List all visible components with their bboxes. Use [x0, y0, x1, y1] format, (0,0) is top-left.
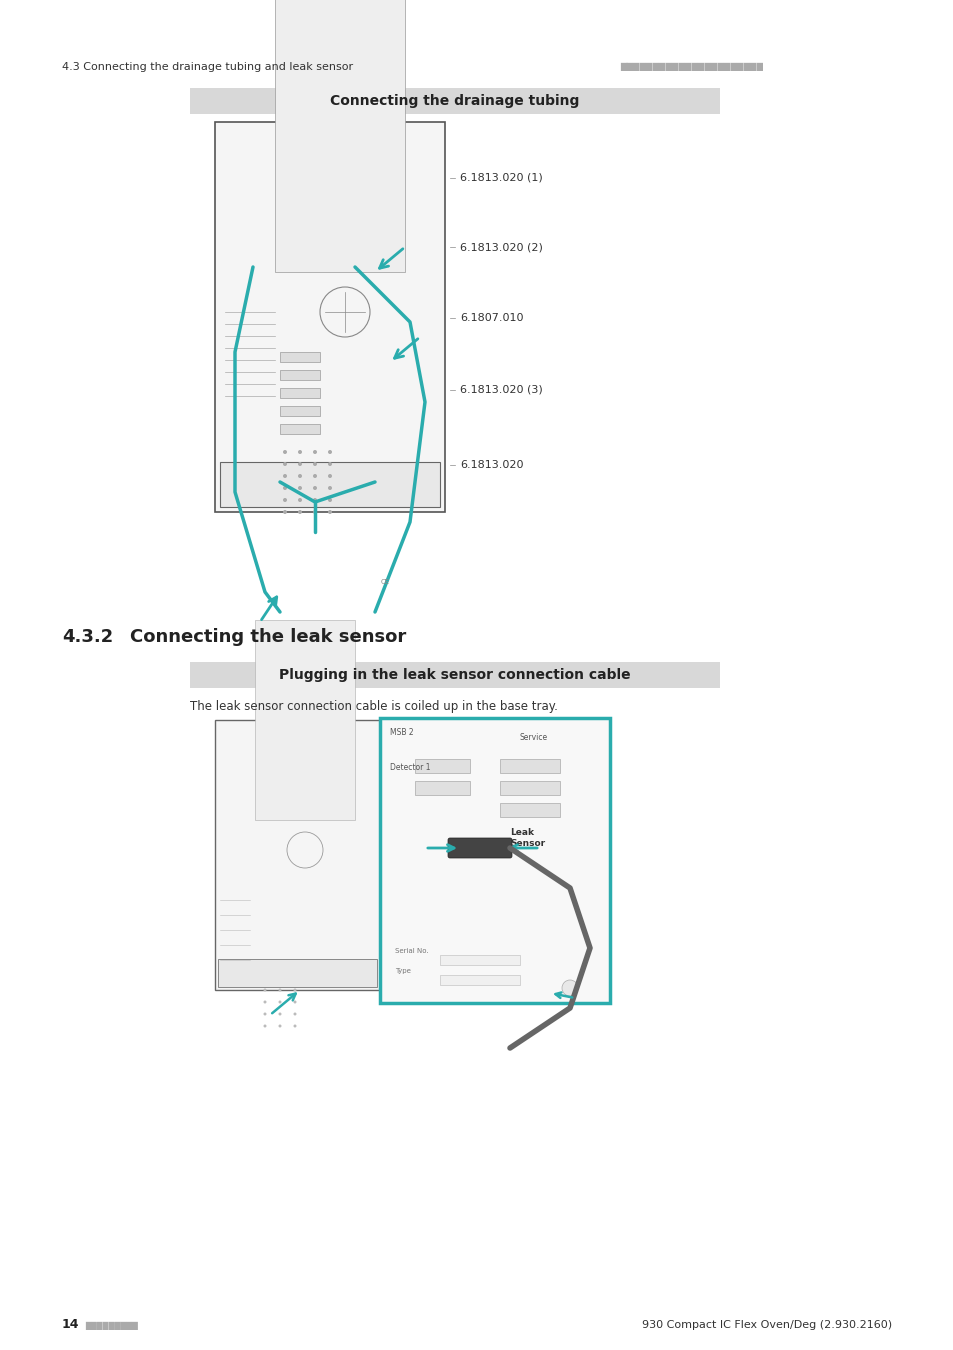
- FancyBboxPatch shape: [280, 387, 319, 398]
- FancyBboxPatch shape: [499, 782, 559, 795]
- Circle shape: [297, 498, 302, 502]
- Circle shape: [283, 510, 287, 514]
- Text: CE: CE: [380, 579, 389, 585]
- Text: 930 Compact IC Flex Oven/Deg (2.930.2160): 930 Compact IC Flex Oven/Deg (2.930.2160…: [641, 1320, 891, 1330]
- Circle shape: [328, 498, 332, 502]
- Circle shape: [297, 474, 302, 478]
- FancyBboxPatch shape: [190, 662, 720, 688]
- FancyBboxPatch shape: [214, 720, 379, 990]
- FancyBboxPatch shape: [254, 620, 355, 819]
- FancyBboxPatch shape: [280, 424, 319, 433]
- Circle shape: [263, 988, 266, 991]
- FancyBboxPatch shape: [280, 406, 319, 416]
- Circle shape: [328, 474, 332, 478]
- Circle shape: [561, 980, 578, 996]
- FancyBboxPatch shape: [220, 462, 439, 508]
- Circle shape: [278, 988, 281, 991]
- FancyBboxPatch shape: [214, 122, 444, 512]
- Circle shape: [297, 486, 302, 490]
- Text: Serial No.: Serial No.: [395, 948, 428, 954]
- Text: 6.1807.010: 6.1807.010: [459, 313, 523, 323]
- FancyBboxPatch shape: [415, 782, 470, 795]
- Text: 4.3 Connecting the drainage tubing and leak sensor: 4.3 Connecting the drainage tubing and l…: [62, 62, 353, 72]
- Text: █████████: █████████: [85, 1320, 138, 1330]
- Text: Type: Type: [395, 968, 411, 973]
- Circle shape: [313, 498, 316, 502]
- Circle shape: [313, 462, 316, 466]
- Circle shape: [263, 1025, 266, 1027]
- FancyBboxPatch shape: [499, 803, 559, 817]
- Circle shape: [328, 462, 332, 466]
- Text: Connecting the drainage tubing: Connecting the drainage tubing: [330, 95, 579, 108]
- Circle shape: [328, 450, 332, 454]
- Text: Leak
Sensor: Leak Sensor: [510, 828, 544, 848]
- Circle shape: [278, 1000, 281, 1003]
- Circle shape: [313, 510, 316, 514]
- Circle shape: [278, 1025, 281, 1027]
- FancyBboxPatch shape: [280, 352, 319, 362]
- FancyBboxPatch shape: [274, 0, 405, 271]
- Text: 6.1813.020 (2): 6.1813.020 (2): [459, 242, 542, 252]
- Text: The leak sensor connection cable is coiled up in the base tray.: The leak sensor connection cable is coil…: [190, 701, 558, 713]
- Circle shape: [263, 1012, 266, 1015]
- FancyBboxPatch shape: [439, 975, 519, 985]
- Text: Connecting the leak sensor: Connecting the leak sensor: [130, 628, 406, 647]
- Text: 6.1813.020 (3): 6.1813.020 (3): [459, 385, 542, 396]
- Text: Service: Service: [519, 733, 548, 743]
- Circle shape: [294, 1025, 296, 1027]
- FancyBboxPatch shape: [280, 370, 319, 379]
- Circle shape: [328, 486, 332, 490]
- Circle shape: [313, 486, 316, 490]
- FancyBboxPatch shape: [439, 954, 519, 965]
- Circle shape: [283, 486, 287, 490]
- Circle shape: [328, 510, 332, 514]
- FancyBboxPatch shape: [218, 958, 376, 987]
- Text: 6.1813.020: 6.1813.020: [459, 460, 523, 470]
- FancyBboxPatch shape: [415, 759, 470, 774]
- Circle shape: [263, 1000, 266, 1003]
- Circle shape: [294, 1000, 296, 1003]
- Text: MSB 2: MSB 2: [390, 728, 414, 737]
- Circle shape: [294, 1012, 296, 1015]
- Text: 4.3.2: 4.3.2: [62, 628, 113, 647]
- Text: ██████████████████████: ██████████████████████: [619, 62, 762, 72]
- Circle shape: [297, 510, 302, 514]
- Circle shape: [313, 450, 316, 454]
- FancyBboxPatch shape: [190, 88, 720, 113]
- FancyBboxPatch shape: [379, 718, 609, 1003]
- Text: 14: 14: [62, 1319, 79, 1331]
- Text: Plugging in the leak sensor connection cable: Plugging in the leak sensor connection c…: [279, 668, 630, 682]
- Circle shape: [294, 988, 296, 991]
- Circle shape: [283, 462, 287, 466]
- Circle shape: [313, 474, 316, 478]
- Circle shape: [283, 498, 287, 502]
- Text: Detector 1: Detector 1: [390, 763, 430, 772]
- Circle shape: [297, 450, 302, 454]
- Circle shape: [278, 1012, 281, 1015]
- FancyBboxPatch shape: [448, 838, 512, 859]
- FancyBboxPatch shape: [499, 759, 559, 774]
- Circle shape: [297, 462, 302, 466]
- Text: 6.1813.020 (1): 6.1813.020 (1): [459, 173, 542, 184]
- Circle shape: [283, 474, 287, 478]
- Circle shape: [283, 450, 287, 454]
